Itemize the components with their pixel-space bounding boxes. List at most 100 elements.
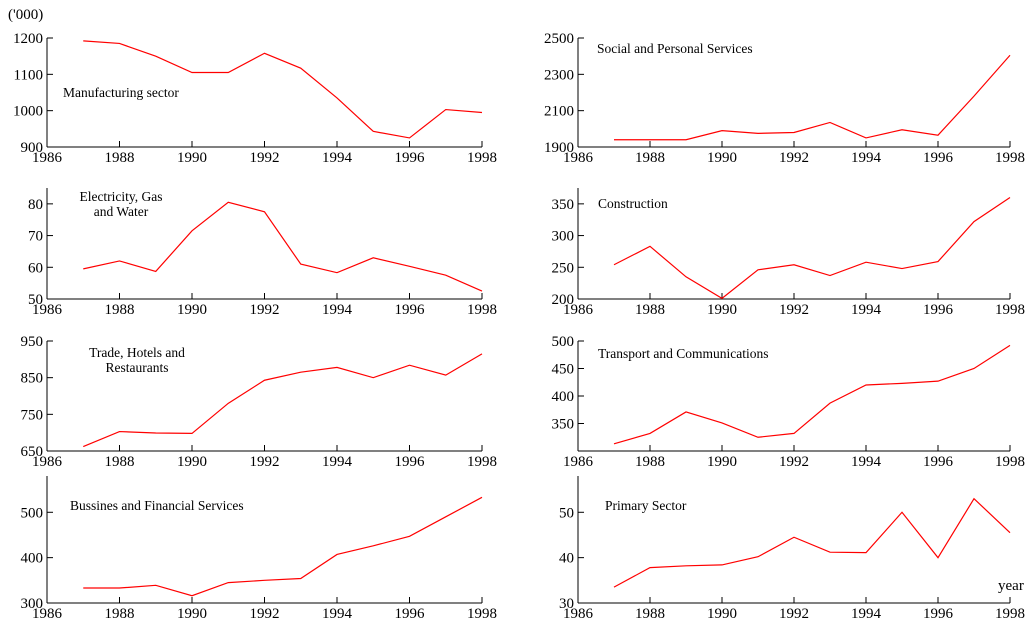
y-axis-label: ('000) <box>8 7 43 23</box>
x-tick-label: 1988 <box>105 302 135 318</box>
y-tick-label: 50 <box>28 292 43 308</box>
chart-title: Restaurants <box>106 360 169 375</box>
x-tick-label: 1996 <box>923 454 954 470</box>
x-tick-label: 1988 <box>105 454 135 470</box>
y-tick-label: 1000 <box>13 104 43 120</box>
y-tick-label: 350 <box>552 197 575 213</box>
x-tick-label: 1996 <box>395 606 426 622</box>
x-tick-label: 1990 <box>707 454 737 470</box>
y-tick-label: 2100 <box>544 104 574 120</box>
y-tick-label: 500 <box>552 334 575 350</box>
x-tick-label: 1988 <box>635 454 665 470</box>
x-tick-label: 1998 <box>467 454 497 470</box>
x-tick-label: 1990 <box>707 606 737 622</box>
x-tick-label: 1996 <box>395 454 426 470</box>
chart-title: Primary Sector <box>605 498 687 513</box>
x-tick-label: 1994 <box>851 302 882 318</box>
x-tick-label: 1992 <box>779 150 809 166</box>
chart-title: Manufacturing sector <box>63 85 179 100</box>
y-tick-label: 400 <box>21 551 44 567</box>
x-tick-label: 1998 <box>995 150 1025 166</box>
x-tick-label: 1992 <box>250 150 280 166</box>
x-tick-label: 1986 <box>32 150 63 166</box>
x-tick-label: 1990 <box>177 606 207 622</box>
x-tick-label: 1992 <box>250 454 280 470</box>
x-tick-label: 1988 <box>635 150 665 166</box>
x-tick-label: 1996 <box>923 150 954 166</box>
y-tick-label: 350 <box>552 417 575 433</box>
x-tick-label: 1986 <box>32 454 63 470</box>
y-tick-label: 900 <box>21 140 44 156</box>
chart-title: Bussines and Financial Services <box>70 498 244 513</box>
x-tick-label: 1992 <box>779 606 809 622</box>
series-line <box>613 344 1011 445</box>
y-tick-label: 2300 <box>544 67 574 83</box>
x-tick-label: 1996 <box>923 606 954 622</box>
x-tick-label: 1998 <box>995 302 1025 318</box>
y-tick-label: 2500 <box>544 31 574 47</box>
y-tick-label: 80 <box>28 197 43 213</box>
x-tick-label: 1988 <box>635 302 665 318</box>
y-tick-label: 60 <box>28 260 43 276</box>
y-tick-label: 400 <box>552 389 575 405</box>
x-tick-label: 1996 <box>395 302 426 318</box>
chart-title: Social and Personal Services <box>597 41 753 56</box>
series-line <box>613 497 1011 588</box>
x-tick-label: 1994 <box>851 454 882 470</box>
x-tick-label: 1996 <box>395 150 426 166</box>
x-tick-label: 1992 <box>779 302 809 318</box>
x-tick-label: 1986 <box>563 606 594 622</box>
x-tick-label: 1986 <box>563 302 594 318</box>
series-line <box>83 353 483 448</box>
y-tick-label: 40 <box>559 551 574 567</box>
y-tick-label: 950 <box>21 334 44 350</box>
x-tick-label: 1990 <box>177 454 207 470</box>
y-tick-label: 300 <box>552 229 575 245</box>
x-tick-label: 1990 <box>707 302 737 318</box>
x-tick-label: 1994 <box>322 150 353 166</box>
x-tick-label: 1994 <box>851 606 882 622</box>
x-tick-label: 1998 <box>467 606 497 622</box>
y-tick-label: 300 <box>21 596 44 612</box>
chart-title: and Water <box>94 204 149 219</box>
x-tick-label: 1996 <box>923 302 954 318</box>
y-tick-label: 450 <box>552 362 575 378</box>
y-tick-label: 200 <box>552 292 575 308</box>
x-tick-label: 1998 <box>995 454 1025 470</box>
x-tick-label: 1992 <box>779 454 809 470</box>
x-tick-label: 1994 <box>322 454 353 470</box>
y-tick-label: 50 <box>559 505 574 521</box>
series-line <box>83 496 483 597</box>
y-tick-label: 850 <box>21 371 44 387</box>
x-tick-label: 1986 <box>32 606 63 622</box>
x-tick-label: 1992 <box>250 302 280 318</box>
series-line <box>614 54 1011 141</box>
y-tick-label: 650 <box>21 444 44 460</box>
y-tick-label: 1100 <box>14 67 43 83</box>
x-tick-label: 1994 <box>851 150 882 166</box>
x-tick-label: 1998 <box>995 606 1025 622</box>
x-tick-label: 1986 <box>563 150 594 166</box>
y-tick-label: 1200 <box>13 31 43 47</box>
x-tick-label: 1986 <box>563 454 594 470</box>
y-tick-label: 30 <box>559 596 574 612</box>
y-tick-label: 250 <box>552 260 575 276</box>
x-tick-label: 1998 <box>467 150 497 166</box>
x-tick-label: 1988 <box>105 150 135 166</box>
series-line <box>613 197 1011 300</box>
x-tick-label: 1988 <box>635 606 665 622</box>
x-tick-label: 1990 <box>707 150 737 166</box>
chart-title: Transport and Communications <box>598 346 769 361</box>
x-tick-label: 1994 <box>322 302 353 318</box>
x-tick-label: 1998 <box>467 302 497 318</box>
chart-title: Trade, Hotels and <box>89 345 185 360</box>
x-tick-label: 1994 <box>322 606 353 622</box>
x-tick-label: 1986 <box>32 302 63 318</box>
x-tick-label: 1988 <box>105 606 135 622</box>
x-tick-label: 1992 <box>250 606 280 622</box>
y-tick-label: 750 <box>21 407 44 423</box>
x-axis-label: year <box>998 578 1024 594</box>
chart-title: Electricity, Gas <box>79 189 162 204</box>
